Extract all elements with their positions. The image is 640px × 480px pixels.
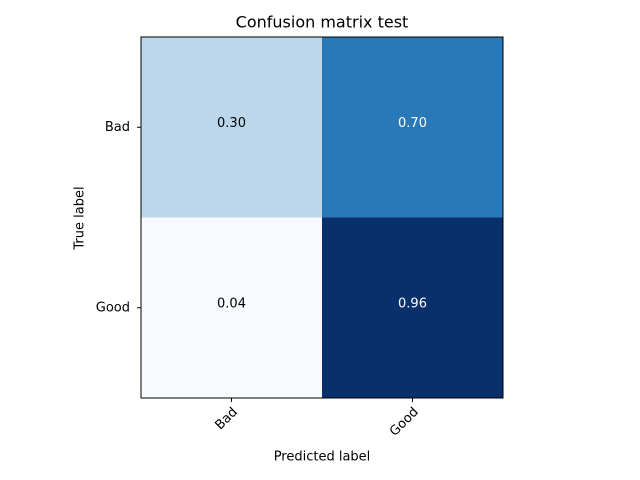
y-tick-label: Bad — [105, 120, 130, 135]
cell-label: 0.04 — [217, 296, 246, 311]
heatmap-cell — [322, 217, 503, 398]
x-tick-label: Bad — [212, 405, 240, 433]
cell-label: 0.96 — [398, 296, 427, 311]
heatmap-cell — [322, 37, 503, 218]
cell-label: 0.30 — [217, 116, 246, 131]
y-axis-label: True label — [73, 186, 88, 250]
x-axis-label: Predicted label — [274, 450, 371, 465]
heatmap-cell — [141, 37, 322, 218]
plot-frame — [140, 36, 504, 399]
heatmap-cell — [141, 217, 322, 398]
cell-label: 0.70 — [398, 116, 427, 131]
y-tick-label: Good — [96, 300, 130, 315]
x-tick-label: Good — [387, 405, 422, 440]
chart-title: Confusion matrix test — [236, 13, 409, 32]
